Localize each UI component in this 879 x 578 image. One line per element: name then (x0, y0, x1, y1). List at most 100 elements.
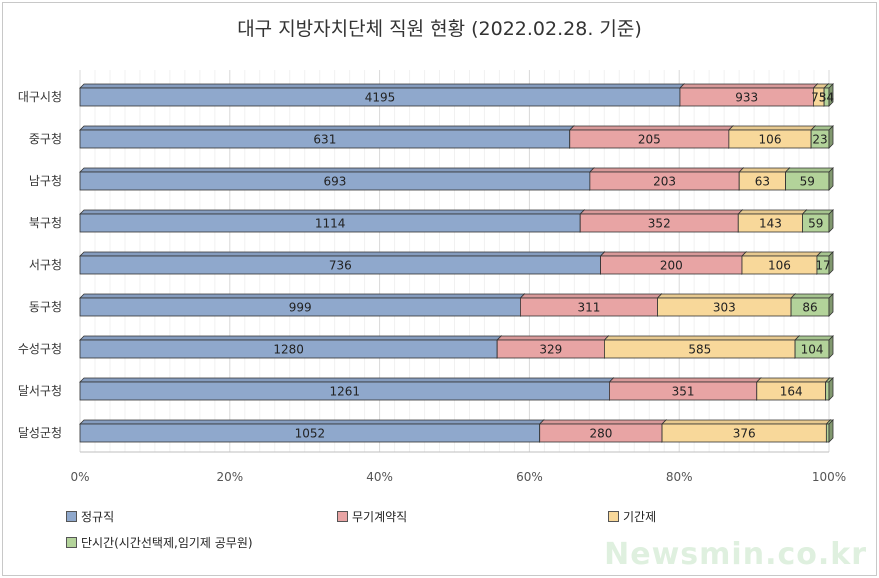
data-label: 164 (780, 385, 803, 399)
data-label: 303 (713, 301, 736, 315)
data-label: 1114 (315, 217, 346, 231)
data-label: 106 (759, 133, 782, 147)
data-label: 143 (759, 217, 782, 231)
watermark-text: Newsmin.co.kr (604, 537, 867, 572)
bar-segment-top (790, 293, 834, 299)
y-category-label: 대구시청 (18, 90, 62, 104)
data-label: 280 (589, 427, 612, 441)
bar-segment-top (737, 209, 808, 215)
y-category-label: 동구청 (29, 300, 62, 314)
data-label: 203 (653, 175, 676, 189)
y-category-label: 중구청 (29, 132, 62, 146)
bar-segment-top (603, 335, 801, 341)
legend-label-regular: 정규직 (81, 510, 115, 524)
bar-segment-side (828, 251, 834, 275)
bar-segment-side (828, 83, 834, 107)
bar-segment-side (828, 167, 834, 191)
bar-segment-side (828, 335, 834, 359)
legend-item-fixed-term: 기간제 (608, 508, 656, 525)
data-label: 106 (768, 259, 791, 273)
y-category-label: 서구청 (29, 258, 62, 272)
legend-swatch-fixed-term (608, 511, 619, 522)
bar-segment-top (794, 335, 834, 341)
data-label: 693 (323, 175, 346, 189)
bar-segment-top (79, 167, 595, 173)
x-tick-label: 20% (216, 470, 243, 484)
data-label: 329 (539, 343, 562, 357)
legend-swatch-indefinite-contract (337, 511, 348, 522)
y-category-label: 수성구청 (18, 342, 62, 356)
data-label: 352 (648, 217, 671, 231)
legend-swatch-part-time (66, 537, 77, 548)
data-label: 59 (800, 175, 815, 189)
bar-segment-top (741, 251, 822, 257)
data-label: 311 (578, 301, 601, 315)
x-tick-label: 80% (666, 470, 693, 484)
data-label: 205 (638, 133, 661, 147)
bar-segment-top (588, 167, 745, 173)
data-label: 933 (735, 91, 758, 105)
x-tick-label: 60% (516, 470, 543, 484)
data-label: 23 (812, 133, 827, 147)
x-tick-label: 100% (812, 470, 846, 484)
bar-segment (825, 381, 830, 401)
data-label: 75 (811, 91, 826, 105)
data-label: 34 (819, 91, 834, 105)
x-tick-label: 40% (366, 470, 393, 484)
legend-label-part-time: 단시간(시간선택제,임기제 공무원) (81, 536, 253, 550)
y-category-label: 달성군청 (18, 426, 62, 440)
data-label: 631 (313, 133, 336, 147)
data-label: 200 (660, 259, 683, 273)
y-category-label: 남구청 (29, 174, 62, 188)
bar-segment-top (79, 377, 615, 383)
data-label: 1052 (295, 427, 326, 441)
bar-segment-side (828, 293, 834, 317)
bar-segment-top (656, 293, 797, 299)
bar-segment-top (738, 167, 791, 173)
y-category-label: 달서구청 (18, 384, 62, 398)
bar-segment-top (496, 335, 610, 341)
data-label: 59 (808, 217, 823, 231)
data-label: 376 (733, 427, 756, 441)
bar-segment-top (79, 251, 606, 257)
legend-label-indefinite-contract: 무기계약직 (352, 510, 408, 524)
legend-item-regular: 정규직 (66, 508, 114, 525)
data-label: 4195 (365, 91, 396, 105)
data-label: 351 (672, 385, 695, 399)
data-label: 1261 (329, 385, 360, 399)
bar-segment-top (608, 377, 762, 383)
bar-segment-top (801, 209, 834, 215)
bar-segment-top (679, 83, 819, 89)
bar-segment-top (79, 83, 685, 89)
legend-item-indefinite-contract: 무기계약직 (337, 508, 407, 525)
data-label: 1280 (273, 343, 304, 357)
bar-segment-top (579, 209, 744, 215)
bar-segment-top (538, 419, 668, 425)
data-label: 86 (802, 301, 817, 315)
bar-segment-top (599, 251, 747, 257)
x-tick-label: 0% (70, 470, 89, 484)
bar-segment-side (828, 209, 834, 233)
legend-item-part-time: 단시간(시간선택제,임기제 공무원) (66, 534, 253, 551)
legend-label-fixed-term: 기간제 (623, 510, 657, 524)
bar-segment-top (727, 125, 817, 131)
legend-swatch-regular (66, 511, 77, 522)
bar-segment-top (79, 293, 526, 299)
bar-segment-top (519, 293, 663, 299)
bar-segment-top (661, 419, 832, 425)
data-label: 17 (815, 259, 830, 273)
data-label: 999 (289, 301, 312, 315)
bar-segment-top (79, 209, 586, 215)
y-category-label: 북구청 (29, 216, 62, 230)
bar-segment-top (79, 419, 545, 425)
data-label: 736 (329, 259, 352, 273)
data-label: 585 (688, 343, 711, 357)
bar-segment-top (755, 377, 831, 383)
bar-segment-side (828, 377, 834, 401)
bar-segment-side (828, 419, 834, 443)
chart-title: 대구 지방자치단체 직원 현황 (2022.02.28. 기준) (237, 18, 642, 40)
bar-segment-top (79, 335, 503, 341)
data-label: 104 (801, 343, 824, 357)
bar-segment-top (79, 125, 575, 131)
